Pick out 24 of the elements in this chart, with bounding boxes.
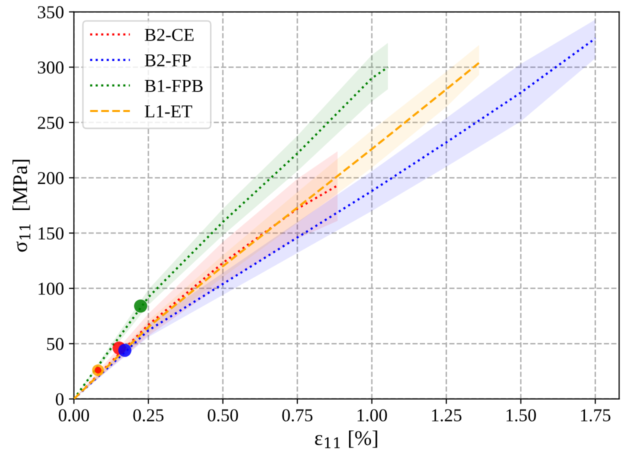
y-axis-title: σ$_{11}$ [MPa] (12, 160, 30, 252)
x-tick-label: 0.75 (282, 409, 312, 422)
x-tick-label: 1.50 (506, 409, 536, 422)
x-tick-label: 0.00 (58, 409, 90, 422)
y-tick-label: 150 (38, 227, 64, 240)
y-tick-label: 0 (56, 393, 64, 406)
y-tick-label: 350 (38, 6, 64, 18)
point (118, 344, 132, 357)
x-tick-label: 1.25 (432, 409, 462, 422)
x-tick-label: 1.75 (581, 409, 610, 422)
legend-label: B1-FPB (144, 80, 203, 92)
point (134, 299, 148, 313)
y-tick-label: 100 (38, 282, 64, 295)
x-tick-label: 0.25 (133, 409, 164, 422)
y-tick-label: 250 (38, 116, 64, 129)
legend-label: B2-FP (144, 54, 191, 66)
y-tick-label: 300 (38, 61, 64, 74)
x-tick-label: 0.50 (208, 409, 238, 422)
legend-label: L1-ET (144, 105, 192, 118)
y-tick-label: 200 (38, 172, 64, 184)
y-tick-label: 50 (47, 338, 64, 350)
x-tick-label: 1.00 (358, 409, 387, 422)
legend-label: B2-CE (144, 28, 194, 41)
x-axis-title: ε$_{11}$ [%] (315, 430, 378, 448)
